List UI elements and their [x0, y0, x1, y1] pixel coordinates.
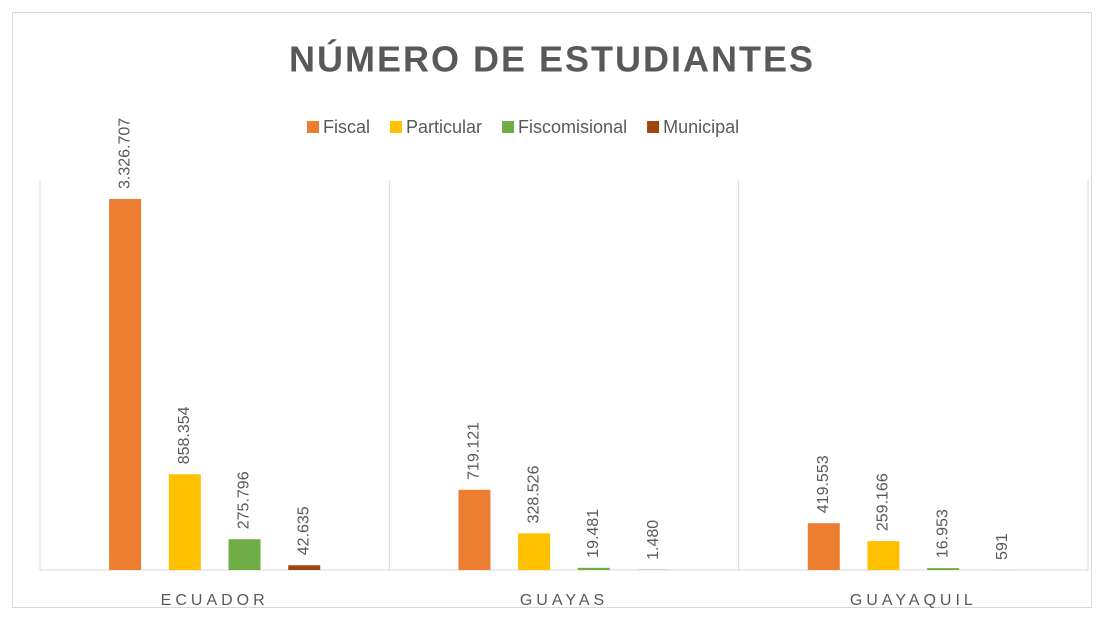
x-tick-label: GUAYAS: [520, 592, 608, 609]
legend-swatch: [307, 121, 319, 133]
bar: [109, 199, 142, 570]
legend-label: Fiscomisional: [518, 117, 627, 137]
legend-label: Fiscal: [323, 117, 370, 137]
data-label: 19.481: [585, 509, 602, 558]
legend-swatch: [390, 121, 403, 133]
bar: [288, 565, 321, 570]
data-label: 1.480: [645, 520, 662, 560]
bar: [867, 541, 900, 570]
legend-label: Municipal: [663, 117, 739, 137]
data-label: 858.354: [176, 406, 193, 464]
x-tick-label: ECUADOR: [161, 592, 269, 609]
x-tick-label: GUAYAQUIL: [850, 592, 977, 609]
bar: [577, 567, 610, 570]
data-label: 275.796: [236, 471, 253, 529]
data-label: 719.121: [466, 422, 483, 480]
bar: [168, 474, 201, 570]
data-label: 591: [994, 533, 1011, 560]
data-label: 259.166: [875, 473, 892, 531]
legend-label: Particular: [406, 117, 482, 137]
legend-swatch: [647, 121, 660, 133]
legend-swatch: [502, 121, 515, 133]
bar: [228, 539, 261, 570]
data-label: 328.526: [525, 465, 542, 523]
bar: [807, 523, 840, 570]
bar: [927, 568, 960, 570]
bar: [458, 489, 491, 570]
data-label: 16.953: [934, 509, 951, 558]
bar: [518, 533, 551, 570]
chart-title: NÚMERO DE ESTUDIANTES: [289, 38, 815, 80]
data-label: 42.635: [295, 506, 312, 555]
data-label: 3.326.707: [116, 118, 133, 189]
data-label: 419.553: [815, 455, 832, 513]
